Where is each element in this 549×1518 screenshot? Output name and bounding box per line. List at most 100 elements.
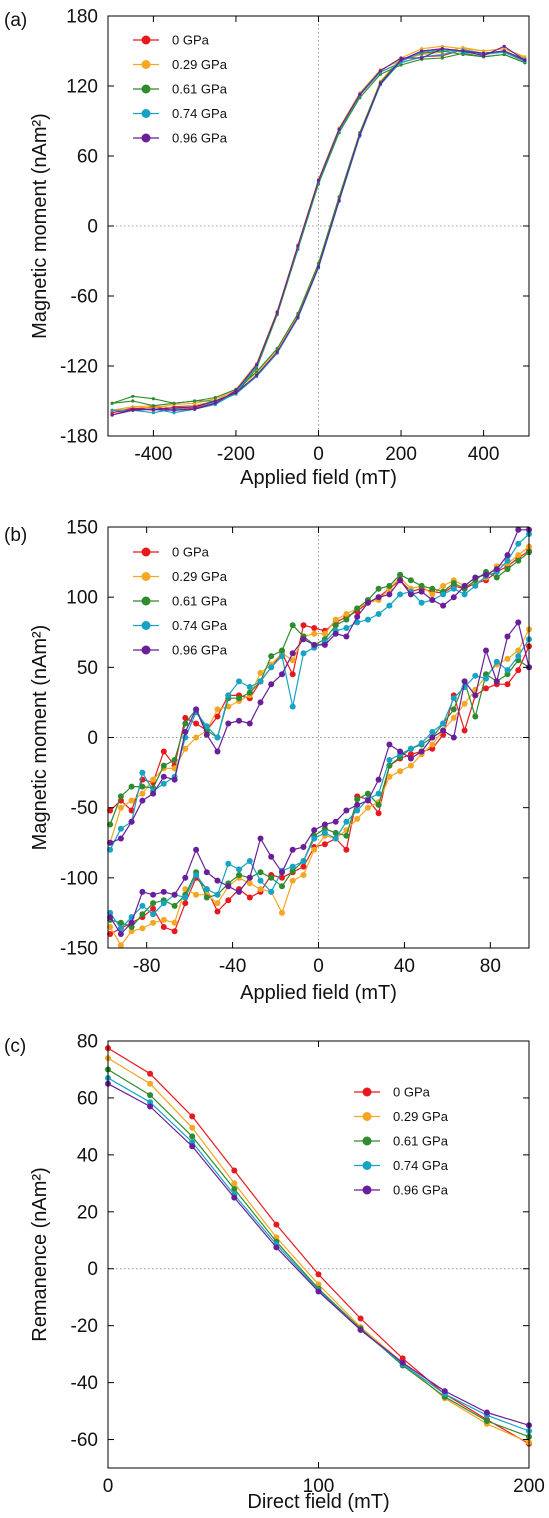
x-tick-label: 0: [313, 956, 324, 977]
data-point: [246, 684, 253, 690]
data-point: [375, 585, 382, 592]
data-point: [429, 745, 436, 752]
data-point: [418, 748, 425, 755]
data-point: [515, 552, 522, 559]
y-tick-label: -120: [60, 357, 98, 378]
data-point: [375, 810, 382, 817]
data-point: [279, 883, 285, 890]
data-point: [150, 905, 157, 912]
x-tick-label: 0: [313, 444, 324, 465]
data-point: [332, 616, 339, 623]
data-point: [515, 557, 522, 564]
data-point: [504, 633, 511, 640]
x-tick-label: 100: [303, 1476, 335, 1497]
data-point: [139, 790, 146, 797]
data-point: [268, 664, 275, 671]
series-0-74-GPa: [105, 1075, 532, 1434]
series-0-96-GPa-lower: [110, 47, 527, 417]
data-point: [300, 858, 307, 864]
data-point: [128, 818, 135, 825]
data-point: [171, 776, 178, 783]
data-point: [189, 1143, 196, 1150]
data-point: [150, 919, 157, 926]
data-point: [364, 616, 371, 623]
data-point: [257, 835, 264, 842]
series-line: [107, 1047, 530, 1445]
data-point: [472, 582, 479, 589]
data-point: [246, 858, 253, 864]
data-point: [110, 411, 114, 415]
data-point: [429, 734, 436, 741]
data-point: [407, 577, 414, 584]
data-point: [502, 52, 506, 57]
data-point: [493, 566, 500, 573]
data-point: [268, 853, 275, 860]
data-point: [160, 773, 167, 780]
data-point: [440, 591, 447, 598]
data-point: [375, 611, 382, 617]
data-point: [139, 783, 146, 790]
data-point: [203, 723, 210, 730]
data-point: [160, 924, 167, 930]
data-point: [255, 363, 259, 367]
data-point: [234, 388, 238, 393]
legend-marker: [141, 645, 151, 655]
data-point: [472, 692, 479, 699]
legend: 0 GPa 0.29 GPa 0.61 GPa 0.74 GPa 0.96 GPa: [133, 33, 228, 146]
data-point: [193, 706, 200, 713]
data-point: [472, 574, 479, 581]
data-point: [386, 602, 393, 609]
legend-marker: [141, 133, 151, 143]
legend: 0 GPa 0.29 GPa 0.61 GPa 0.74 GPa 0.96 GPa: [354, 1085, 449, 1198]
data-point: [147, 1099, 154, 1106]
data-point: [357, 1315, 364, 1322]
data-point: [151, 407, 155, 411]
y-tick-label: 80: [77, 1032, 98, 1053]
data-point: [189, 1133, 196, 1140]
legend-label: 0.96 GPa: [172, 643, 228, 658]
data-point: [515, 619, 522, 626]
data-point: [429, 728, 436, 735]
data-point: [429, 741, 436, 748]
data-point: [128, 924, 135, 930]
chart-panel-3: (c) 0 100 200 -60 -40 -20 0 20 40 60 80 Direct field…: [4, 1032, 545, 1514]
series-0-29-GPa-lower: [107, 626, 532, 949]
data-point: [193, 407, 197, 411]
data-point: [420, 47, 424, 51]
data-point: [407, 591, 414, 598]
data-point: [225, 860, 232, 867]
legend-item: 0.96 GPa: [133, 131, 228, 146]
data-point: [171, 919, 178, 926]
data-point: [418, 740, 425, 747]
data-point: [182, 874, 189, 881]
y-tick-label: -60: [71, 1430, 98, 1451]
data-point: [472, 713, 479, 720]
y-tick-label: -40: [71, 1373, 98, 1394]
legend-label: 0.29 GPa: [393, 1109, 449, 1124]
data-point: [440, 56, 444, 60]
data-point: [213, 399, 217, 403]
data-point: [364, 790, 371, 797]
data-point: [147, 1080, 154, 1087]
data-point: [407, 745, 414, 752]
x-tick-label: -400: [134, 444, 172, 465]
data-point: [289, 703, 296, 710]
data-point: [257, 886, 264, 893]
data-point: [397, 591, 404, 598]
series-line: [109, 621, 530, 935]
data-point: [268, 653, 275, 660]
data-point: [493, 574, 500, 581]
data-point: [358, 92, 362, 96]
data-point: [407, 751, 414, 758]
data-point: [160, 916, 167, 923]
y-axis-label: Magnetic moment (nAm²): [29, 113, 51, 339]
data-point: [311, 846, 318, 853]
data-point: [160, 762, 167, 769]
data-point: [397, 577, 404, 584]
data-point: [172, 401, 176, 405]
data-point: [440, 602, 447, 609]
legend-label: 0.96 GPa: [172, 131, 228, 146]
series-0-GPa-lower: [110, 47, 527, 415]
data-point: [504, 667, 511, 674]
data-point: [147, 1070, 154, 1077]
